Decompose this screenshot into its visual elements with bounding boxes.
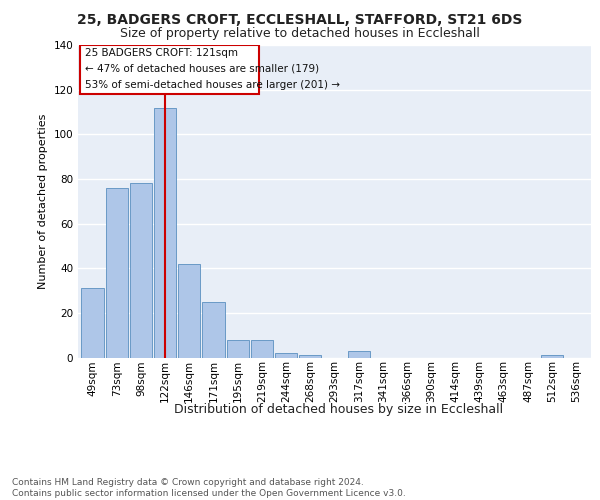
Text: Size of property relative to detached houses in Eccleshall: Size of property relative to detached ho…: [120, 28, 480, 40]
Bar: [275, 353, 297, 358]
Bar: [227, 340, 249, 357]
Bar: [106, 188, 128, 358]
Bar: [178, 264, 200, 358]
Text: ← 47% of detached houses are smaller (179): ← 47% of detached houses are smaller (17…: [85, 64, 319, 74]
Text: Contains HM Land Registry data © Crown copyright and database right 2024.
Contai: Contains HM Land Registry data © Crown c…: [12, 478, 406, 498]
Y-axis label: Number of detached properties: Number of detached properties: [38, 114, 48, 289]
Text: 25, BADGERS CROFT, ECCLESHALL, STAFFORD, ST21 6DS: 25, BADGERS CROFT, ECCLESHALL, STAFFORD,…: [77, 12, 523, 26]
Bar: [130, 184, 152, 358]
Bar: [251, 340, 273, 357]
Bar: [299, 356, 322, 358]
Text: 25 BADGERS CROFT: 121sqm: 25 BADGERS CROFT: 121sqm: [85, 48, 238, 58]
Bar: [80, 45, 259, 94]
Bar: [82, 288, 104, 358]
Text: Distribution of detached houses by size in Eccleshall: Distribution of detached houses by size …: [175, 402, 503, 415]
Bar: [202, 302, 224, 358]
Text: 53% of semi-detached houses are larger (201) →: 53% of semi-detached houses are larger (…: [85, 80, 340, 90]
Bar: [154, 108, 176, 358]
Bar: [541, 356, 563, 358]
Bar: [347, 351, 370, 358]
